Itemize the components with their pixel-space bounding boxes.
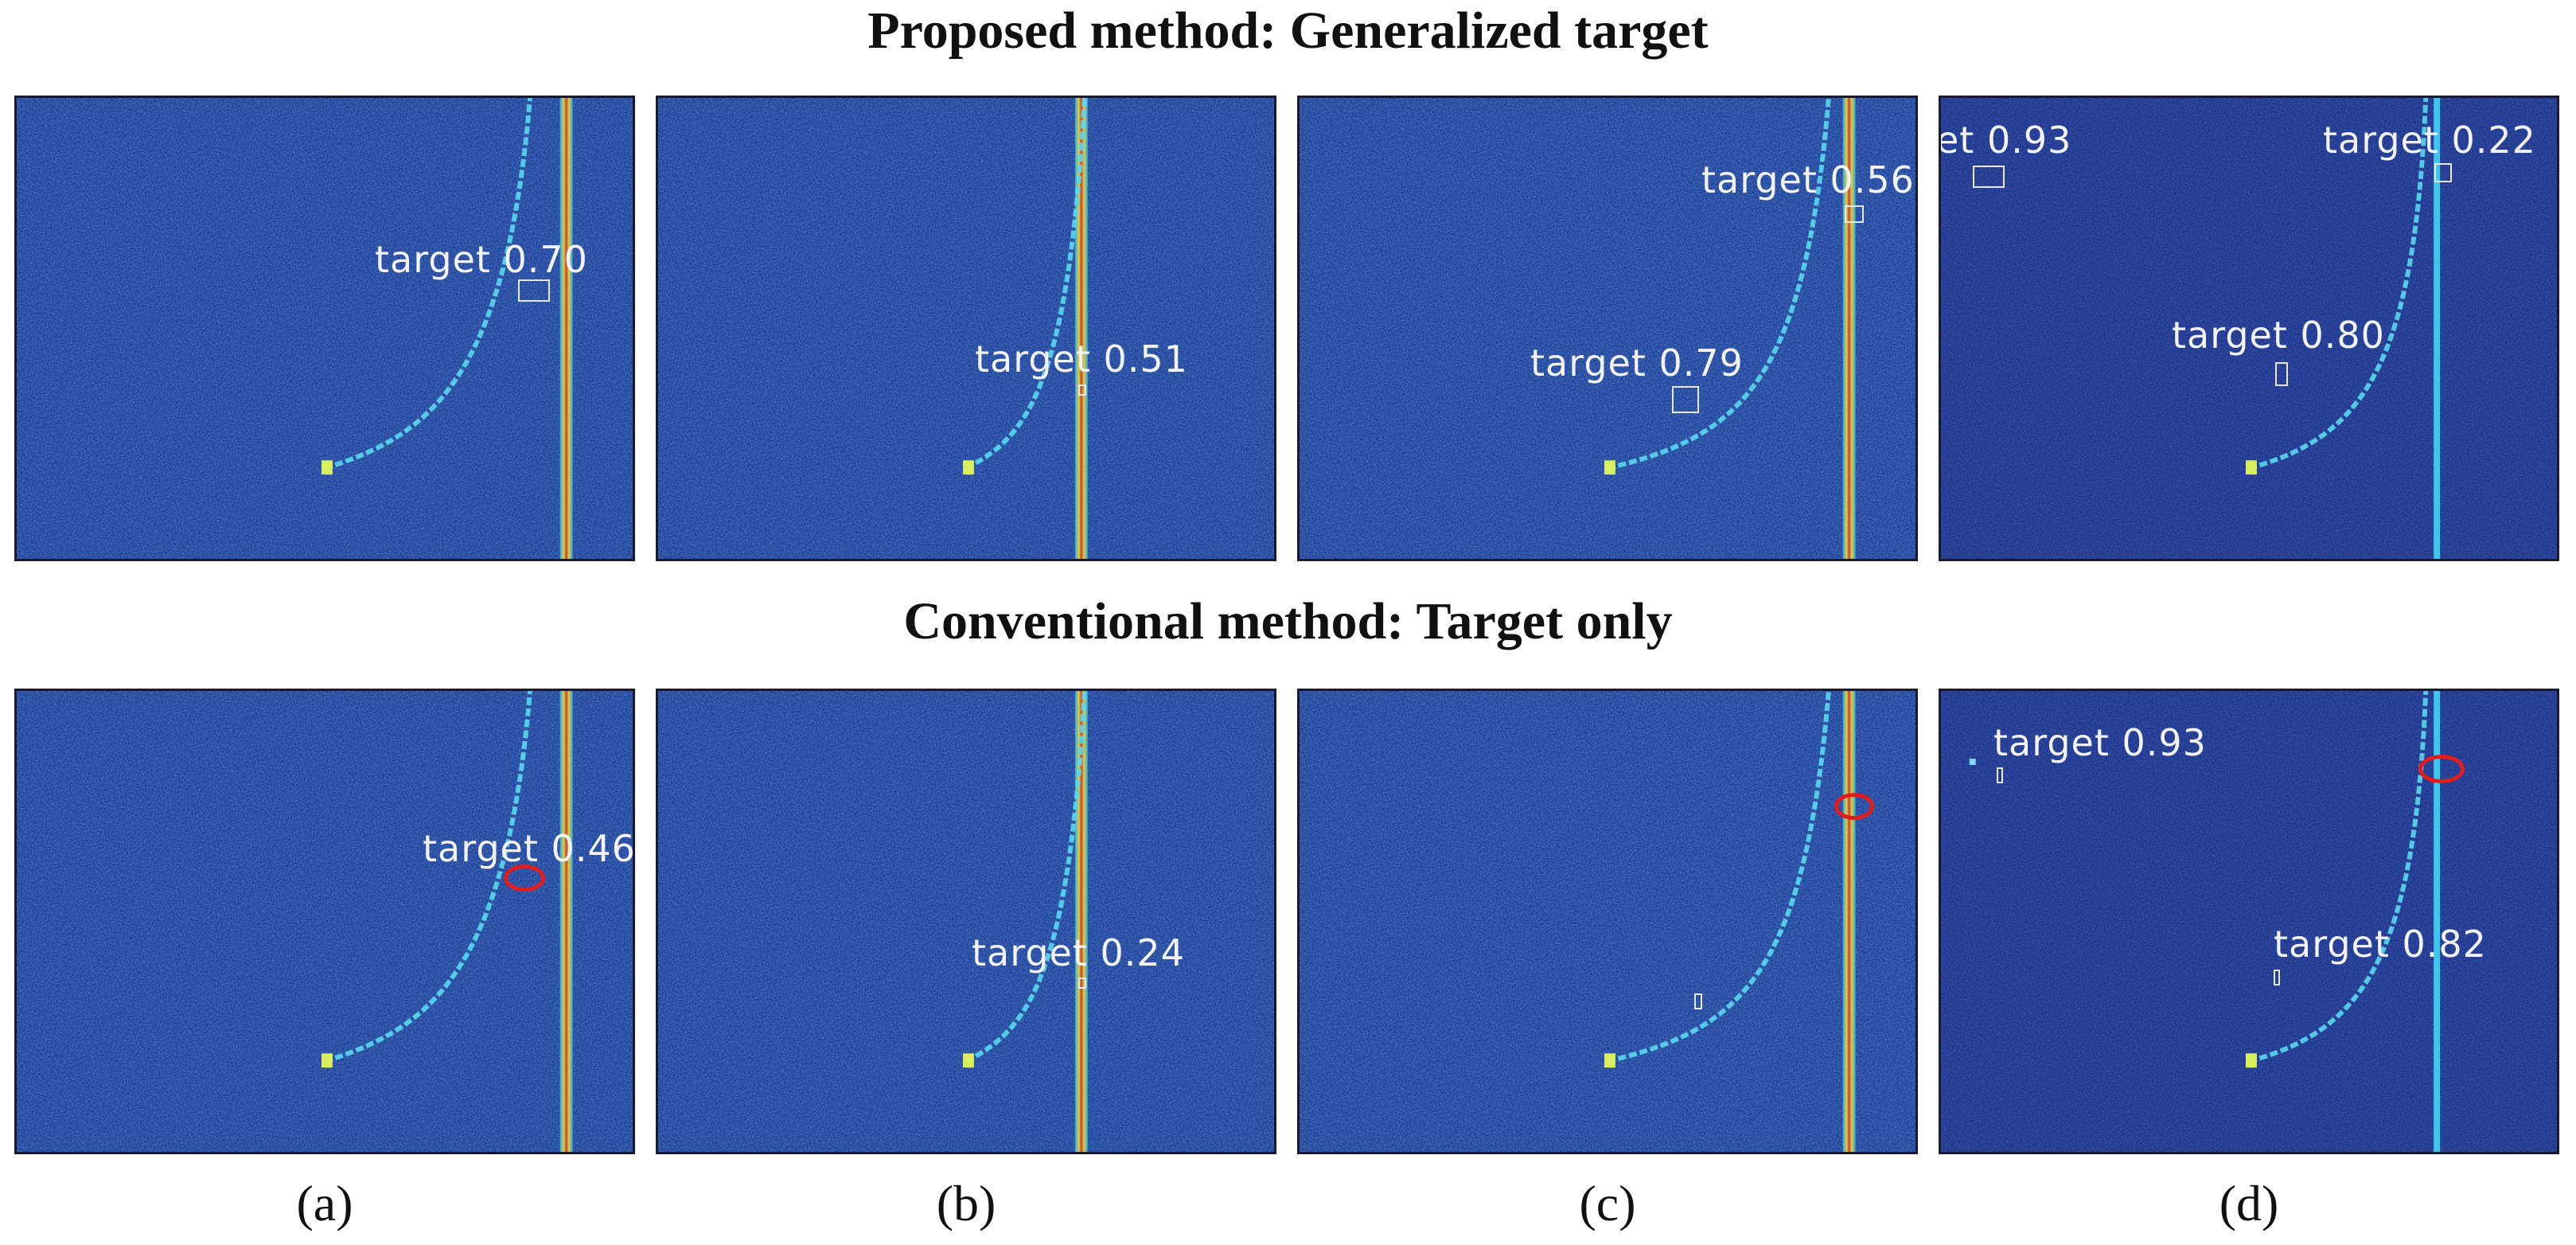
- panel-bottom-d: target 0.93 target 0.82: [1939, 689, 2559, 1154]
- detection-box: [1973, 166, 2005, 188]
- detection-label: target 0.56: [1701, 158, 1915, 201]
- panel-top-a: target 0.70: [14, 96, 635, 561]
- missed-target-marker: [2418, 755, 2465, 783]
- detection-label: target 0.93: [1993, 721, 2207, 764]
- detection-label: target 0.80: [2172, 314, 2385, 357]
- detection-label: target 0.24: [972, 931, 1185, 974]
- missed-target-marker: [504, 864, 545, 892]
- detection-label: target 0.51: [975, 338, 1188, 381]
- detection-label: target 0.22: [2323, 119, 2536, 162]
- range-doppler-map: [1300, 98, 1915, 559]
- panel-bottom-a: target 0.46: [14, 689, 635, 1154]
- detection-label: target 0.82: [2274, 923, 2487, 966]
- missed-target-marker: [1834, 793, 1874, 820]
- panel-top-d: et 0.93 target 0.22 target 0.80: [1939, 96, 2559, 561]
- range-doppler-map: [1941, 98, 2557, 559]
- caption-b: (b): [936, 1175, 996, 1231]
- detection-box: [1672, 386, 1699, 413]
- caption-a: (a): [296, 1175, 353, 1231]
- detection-label: target 0.70: [375, 238, 588, 281]
- range-doppler-map: [658, 98, 1274, 559]
- detection-label: et 0.93: [1939, 119, 2072, 162]
- panel-bottom-c: [1297, 689, 1918, 1154]
- detection-box: [518, 279, 550, 302]
- top-row-title: Proposed method: Generalized target: [867, 2, 1709, 60]
- detection-box: [1078, 384, 1086, 396]
- detection-box: [1078, 978, 1086, 989]
- detection-box: [1694, 993, 1702, 1009]
- panel-bottom-b: target 0.24: [656, 689, 1276, 1154]
- detection-box: [2274, 970, 2280, 985]
- caption-c: (c): [1579, 1175, 1636, 1231]
- range-doppler-map: [17, 98, 633, 559]
- panel-top-c: target 0.56 target 0.79: [1297, 96, 1918, 561]
- range-doppler-map: [658, 691, 1274, 1152]
- detection-label: target 0.79: [1530, 341, 1744, 384]
- detection-box: [2275, 362, 2288, 386]
- detection-box: [2434, 163, 2452, 182]
- range-doppler-map: [17, 691, 633, 1152]
- bottom-row-title: Conventional method: Target only: [903, 592, 1673, 650]
- detection-box: [1845, 205, 1864, 223]
- range-doppler-map: [1300, 691, 1915, 1152]
- panel-top-b: target 0.51: [656, 96, 1276, 561]
- detection-label: target 0.46: [423, 827, 635, 870]
- caption-d: (d): [2219, 1175, 2279, 1231]
- detection-box: [1997, 767, 2003, 783]
